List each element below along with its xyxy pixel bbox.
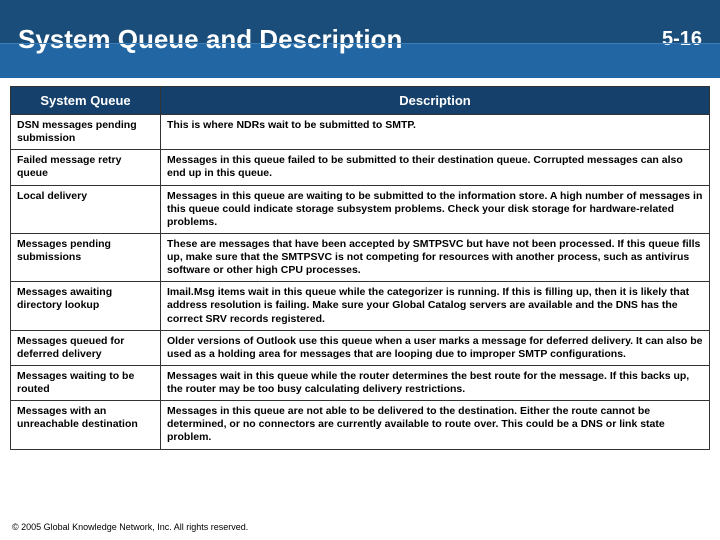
queue-table: System Queue Description DSN messages pe… [10,86,710,450]
cell-description: Messages wait in this queue while the ro… [161,365,710,400]
table-row: Local delivery Messages in this queue ar… [11,185,710,233]
table-row: Messages awaiting directory lookup Imail… [11,282,710,330]
cell-description: Older versions of Outlook use this queue… [161,330,710,365]
cell-description: This is where NDRs wait to be submitted … [161,115,710,150]
slide-number: 5-16 [662,28,702,51]
cell-description: Imail.Msg items wait in this queue while… [161,282,710,330]
table-body: DSN messages pending submission This is … [11,115,710,450]
table-row: Messages with an unreachable destination… [11,401,710,449]
table-row: Messages pending submissions These are m… [11,233,710,281]
cell-description: Messages in this queue failed to be subm… [161,150,710,185]
cell-queue: Messages awaiting directory lookup [11,282,161,330]
cell-description: Messages in this queue are not able to b… [161,401,710,449]
cell-description: These are messages that have been accept… [161,233,710,281]
table-row: Messages queued for deferred delivery Ol… [11,330,710,365]
table-header-row: System Queue Description [11,87,710,115]
table-container: System Queue Description DSN messages pe… [0,78,720,450]
cell-queue: DSN messages pending submission [11,115,161,150]
table-row: DSN messages pending submission This is … [11,115,710,150]
table-row: Failed message retry queue Messages in t… [11,150,710,185]
cell-queue: Failed message retry queue [11,150,161,185]
column-header-queue: System Queue [11,87,161,115]
cell-description: Messages in this queue are waiting to be… [161,185,710,233]
cell-queue: Messages waiting to be routed [11,365,161,400]
table-row: Messages waiting to be routed Messages w… [11,365,710,400]
cell-queue: Messages queued for deferred delivery [11,330,161,365]
column-header-description: Description [161,87,710,115]
cell-queue: Local delivery [11,185,161,233]
slide-title: System Queue and Description [18,24,662,55]
slide-header: System Queue and Description 5-16 [0,0,720,78]
cell-queue: Messages with an unreachable destination [11,401,161,449]
cell-queue: Messages pending submissions [11,233,161,281]
copyright-footer: © 2005 Global Knowledge Network, Inc. Al… [12,522,248,532]
